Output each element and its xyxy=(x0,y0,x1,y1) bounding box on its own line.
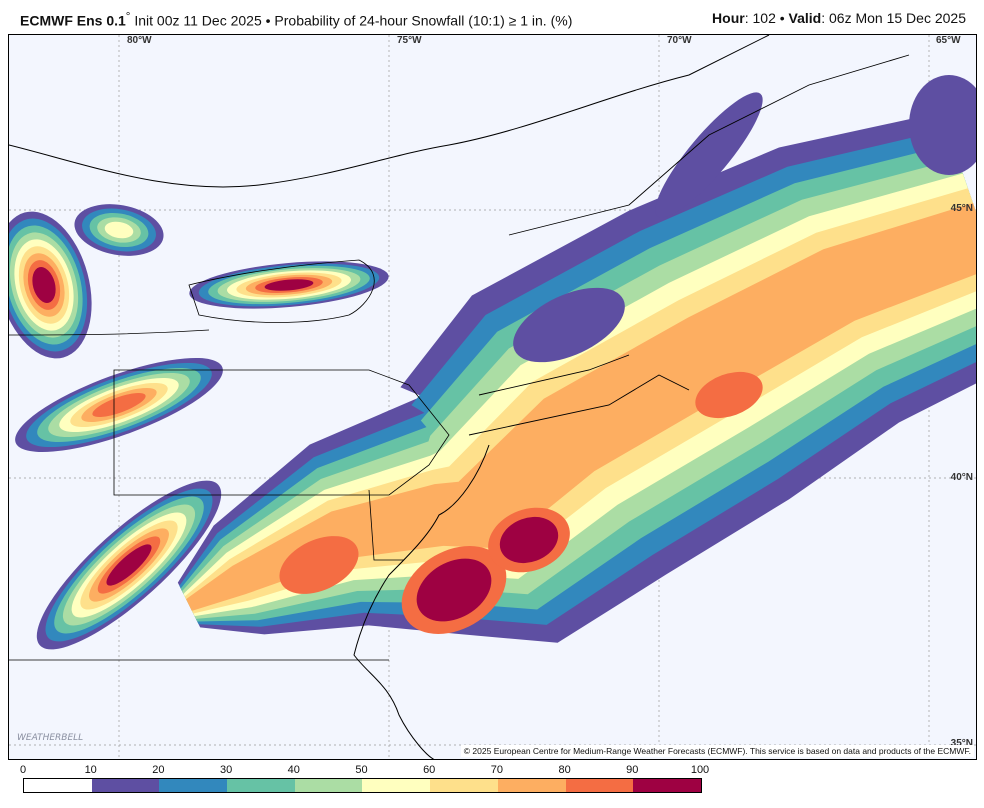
lon-label: 80°W xyxy=(127,35,152,46)
st-lawrence-coast xyxy=(9,35,770,188)
legend-tick: 100 xyxy=(690,764,710,776)
legend-swatch xyxy=(159,779,228,792)
legend-swatch xyxy=(91,779,160,792)
lon-label: 75°W xyxy=(397,35,422,46)
init-text: Init 00z 11 Dec 2025 • Probability of 24… xyxy=(130,12,573,29)
legend-swatch xyxy=(497,779,566,792)
lake-effect-band xyxy=(92,392,146,418)
snowfall-probability-map: 80°W 75°W 70°W 65°W 45°N 40°N 35°N WEATH… xyxy=(8,34,977,760)
state-borders xyxy=(9,369,450,661)
map-title: ECMWF Ens 0.1° Init 00z 11 Dec 2025 • Pr… xyxy=(20,10,572,29)
legend-tick: 60 xyxy=(423,764,436,776)
lake-effect-band xyxy=(513,287,625,363)
lat-label: 45°N xyxy=(950,203,973,214)
weatherbell-logo: WEATHERBELL xyxy=(17,733,84,743)
copyright-notice: © 2025 European Centre for Medium-Range … xyxy=(460,745,974,757)
lon-label: 70°W xyxy=(667,35,692,46)
hour-label: Hour xyxy=(712,10,745,26)
lake-effect-band xyxy=(32,267,56,303)
lon-label: 65°W xyxy=(936,35,961,46)
model-name: ECMWF Ens 0.1 xyxy=(20,12,126,29)
valid-time: Hour: 102 • Valid: 06z Mon 15 Dec 2025 xyxy=(712,10,966,26)
snow-prob-band xyxy=(186,203,976,611)
valid-label: Valid xyxy=(788,10,822,26)
legend-swatch xyxy=(294,779,363,792)
legend-swatch xyxy=(430,779,498,792)
snow-prob-core xyxy=(695,371,763,419)
legend-tick: 0 xyxy=(19,764,27,776)
lat-label: 40°N xyxy=(950,472,973,483)
legend-tick: 30 xyxy=(219,764,233,776)
legend-tick: 20 xyxy=(152,764,165,776)
lake-effect-band xyxy=(909,75,976,175)
great-lakes-shore xyxy=(9,259,375,336)
legend-swatch xyxy=(362,779,431,792)
atlantic-coast xyxy=(353,444,490,759)
lake-effect-band xyxy=(106,544,152,586)
snow-prob-core xyxy=(499,516,559,564)
new-england-coast xyxy=(468,54,910,436)
legend-tick: 10 xyxy=(84,764,97,776)
lake-effect-band xyxy=(264,279,314,291)
lake-effect-band xyxy=(655,92,763,218)
lat-label: 35°N xyxy=(950,738,973,749)
legend-tick: 70 xyxy=(490,764,504,776)
legend-swatch xyxy=(24,779,92,792)
degree-mark: ° xyxy=(125,10,131,23)
legend-swatch xyxy=(227,779,295,792)
legend-bar xyxy=(23,778,702,793)
legend-tick: 40 xyxy=(287,764,300,776)
lake-effect-band xyxy=(104,221,134,239)
legend-swatch xyxy=(633,779,701,792)
map-canvas xyxy=(9,35,976,759)
legend-tick: 80 xyxy=(558,764,571,776)
legend-tick: 90 xyxy=(626,764,639,776)
snow-prob-core xyxy=(279,536,359,594)
hour-value: : 102 • xyxy=(744,10,789,26)
legend-swatch xyxy=(565,779,634,792)
legend-tick: 50 xyxy=(355,764,368,776)
snow-prob-core xyxy=(416,558,492,622)
valid-value: : 06z Mon 15 Dec 2025 xyxy=(821,10,966,26)
